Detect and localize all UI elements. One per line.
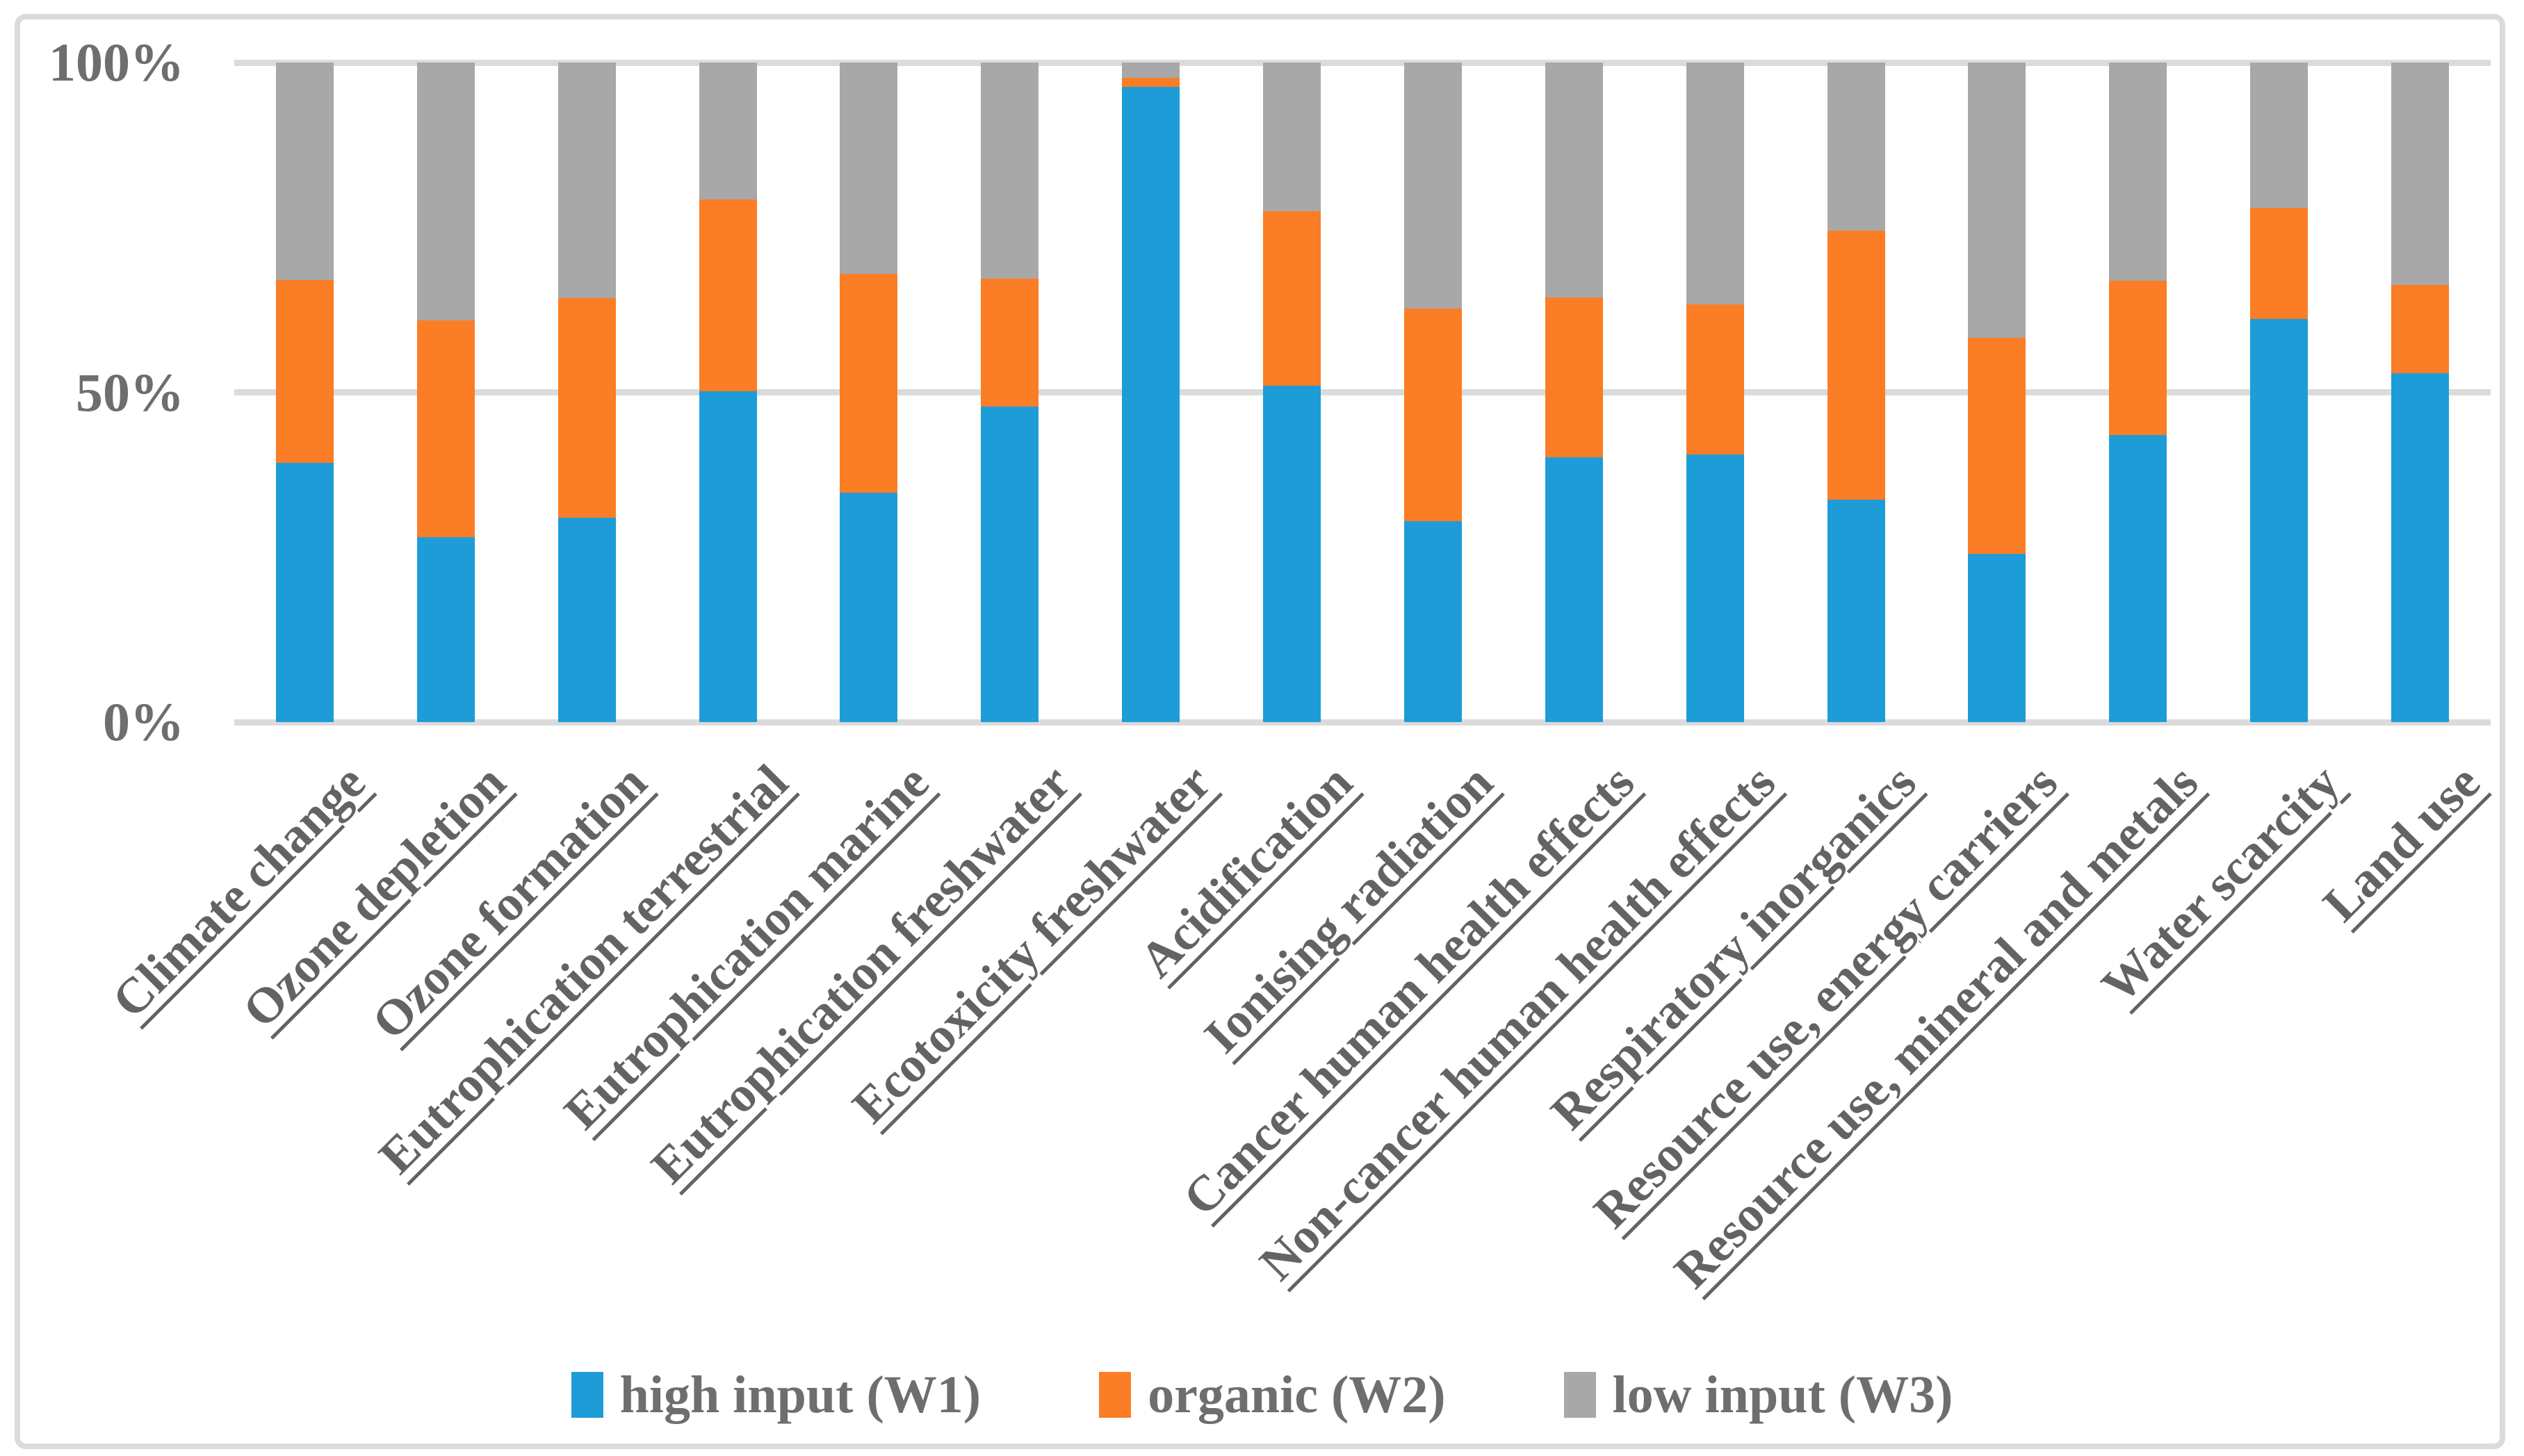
bar-segment-low-input-w3-: [1263, 63, 1321, 212]
bar-segment-high-input-w1-: [275, 463, 334, 722]
bar-column: [840, 63, 898, 722]
bar-segment-low-input-w3-: [2250, 63, 2309, 208]
legend-swatch-high-input-w1-: [571, 1372, 603, 1418]
bar-segment-organic-w2-: [1122, 77, 1180, 88]
bar-segment-organic-w2-: [981, 279, 1039, 407]
bar-segment-low-input-w3-: [981, 63, 1039, 279]
bar-segment-low-input-w3-: [1827, 63, 1885, 231]
legend-item: high input (W1): [571, 1364, 982, 1426]
bar-column: [2250, 63, 2309, 722]
legend-swatch-low-input-w3-: [1563, 1372, 1596, 1418]
gridline-100: [234, 59, 2491, 66]
bar-segment-organic-w2-: [1686, 304, 1744, 455]
bar-segment-low-input-w3-: [416, 63, 475, 321]
bar-segment-high-input-w1-: [1545, 457, 1603, 722]
bar-segment-low-input-w3-: [275, 63, 334, 281]
bar-segment-organic-w2-: [275, 280, 334, 464]
bar-segment-low-input-w3-: [1686, 63, 1744, 305]
bar-segment-low-input-w3-: [1122, 63, 1180, 78]
legend-item: organic (W2): [1099, 1364, 1446, 1426]
bar-segment-high-input-w1-: [2391, 373, 2450, 722]
bar-segment-low-input-w3-: [2109, 63, 2167, 281]
legend-label: high input (W1): [619, 1366, 982, 1424]
bar-column: [416, 63, 475, 722]
bar-segment-high-input-w1-: [1403, 521, 1462, 722]
legend-label: organic (W2): [1148, 1366, 1446, 1424]
bar-segment-low-input-w3-: [1968, 63, 2026, 338]
bar-segment-organic-w2-: [557, 297, 616, 518]
bar-column: [1403, 63, 1462, 722]
bar-column: [557, 63, 616, 722]
bar-segment-organic-w2-: [1545, 297, 1603, 457]
bar-column: [2109, 63, 2167, 722]
bar-segment-low-input-w3-: [840, 63, 898, 274]
legend-item: low input (W3): [1563, 1364, 1953, 1426]
bar-segment-low-input-w3-: [1545, 63, 1603, 297]
bar-column: [2391, 63, 2450, 722]
bar-segment-low-input-w3-: [1403, 63, 1462, 309]
bar-segment-high-input-w1-: [1263, 386, 1321, 722]
y-axis-tick-label: 0%: [103, 692, 184, 752]
bar-segment-organic-w2-: [2391, 284, 2450, 373]
bar-column: [699, 63, 757, 722]
legend-swatch-organic-w2-: [1099, 1372, 1132, 1418]
bar-column: [1827, 63, 1885, 722]
bar-segment-organic-w2-: [840, 273, 898, 493]
bar-segment-high-input-w1-: [840, 492, 898, 722]
bar-segment-organic-w2-: [2109, 281, 2167, 436]
bar-segment-low-input-w3-: [699, 63, 757, 200]
bar-segment-high-input-w1-: [557, 517, 616, 722]
bar-column: [981, 63, 1039, 722]
bar-segment-low-input-w3-: [2391, 63, 2450, 285]
bar-segment-high-input-w1-: [981, 407, 1039, 722]
bar-segment-low-input-w3-: [557, 63, 616, 298]
gridline-0: [234, 719, 2491, 726]
gridline-50: [234, 389, 2491, 395]
bar-column: [1122, 63, 1180, 722]
bar-segment-high-input-w1-: [2109, 435, 2167, 722]
bar-segment-high-input-w1-: [1827, 500, 1885, 722]
y-axis-tick-label: 50%: [76, 361, 184, 423]
bar-segment-organic-w2-: [1968, 337, 2026, 554]
bar-column: [1545, 63, 1603, 722]
bar-column: [1686, 63, 1744, 722]
bar-column: [1968, 63, 2026, 722]
bar-segment-high-input-w1-: [1968, 553, 2026, 722]
bar-segment-organic-w2-: [1263, 211, 1321, 386]
y-axis-tick-label: 100%: [49, 32, 184, 92]
bar-segment-organic-w2-: [699, 199, 757, 391]
bar-column: [275, 63, 334, 722]
bar-segment-organic-w2-: [2250, 207, 2309, 320]
bar-segment-organic-w2-: [1403, 308, 1462, 522]
bar-segment-high-input-w1-: [2250, 319, 2309, 722]
bar-segment-high-input-w1-: [1122, 87, 1180, 722]
bar-segment-organic-w2-: [416, 320, 475, 538]
bar-column: [1263, 63, 1321, 722]
bar-segment-high-input-w1-: [1686, 454, 1744, 722]
legend-label: low input (W3): [1612, 1366, 1953, 1424]
bar-segment-organic-w2-: [1827, 230, 1885, 500]
bar-segment-high-input-w1-: [416, 537, 475, 722]
bar-segment-high-input-w1-: [699, 391, 757, 722]
legend: high input (W1) organic (W2) low input (W3…: [0, 1357, 2524, 1433]
